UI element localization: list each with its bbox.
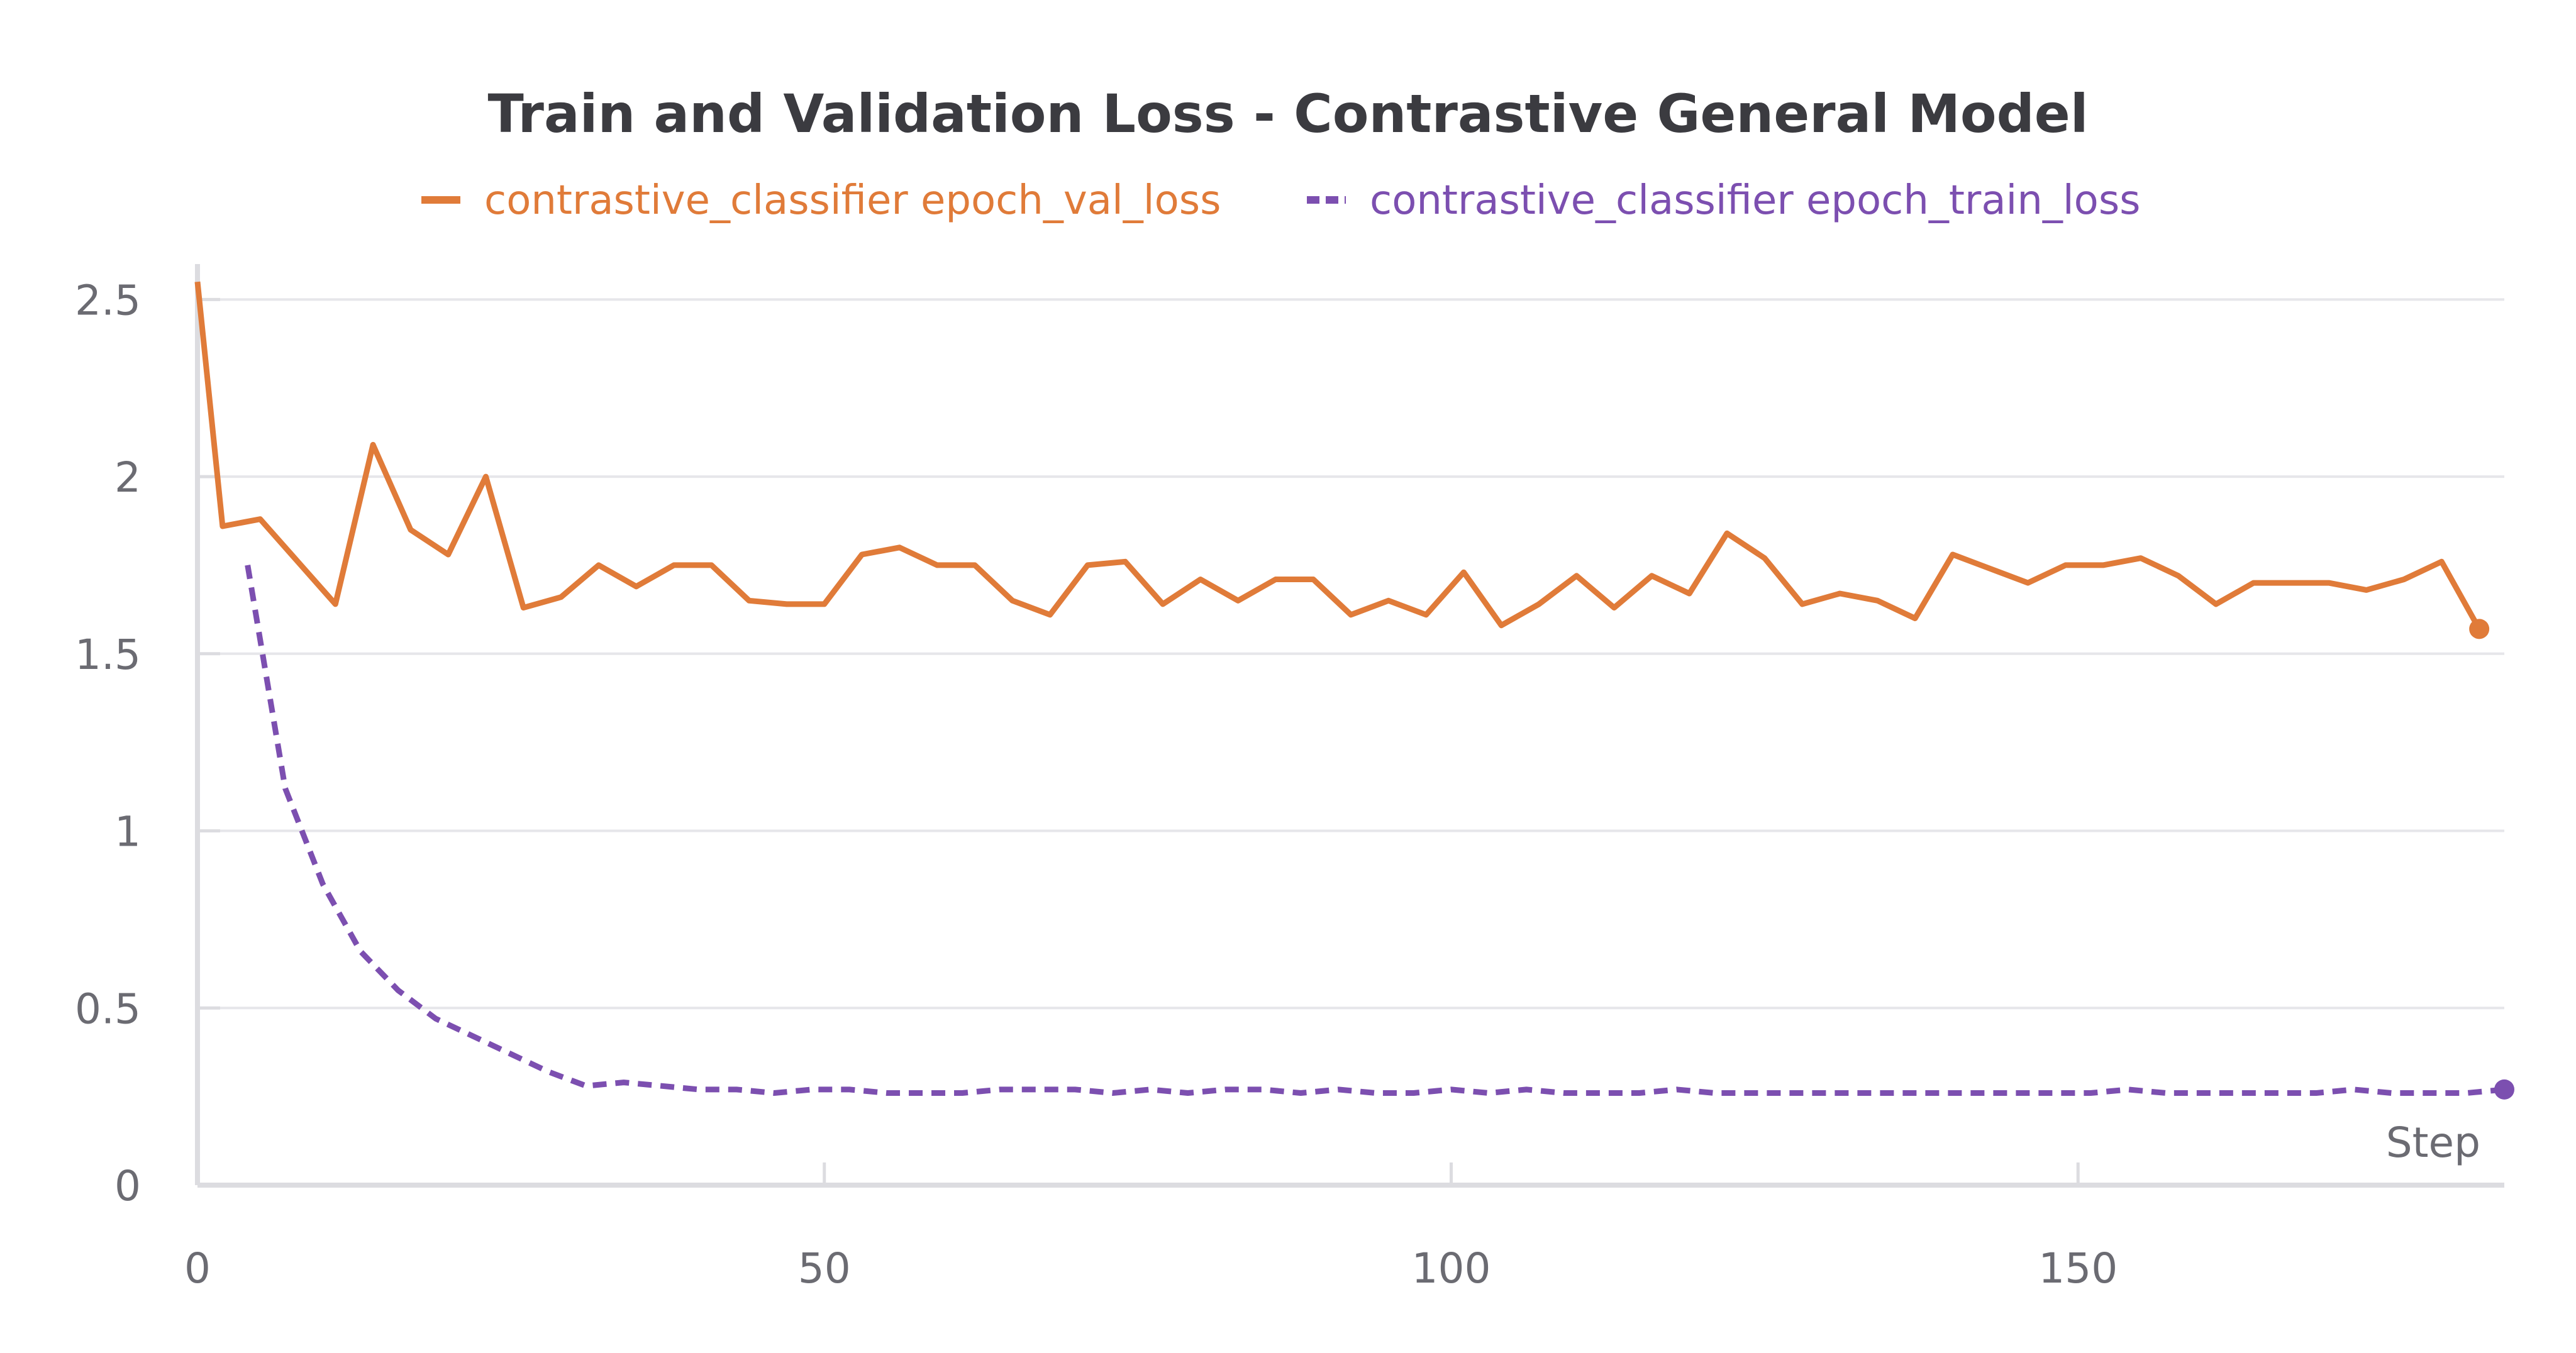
legend-label-1: contrastive_classifier epoch_val_loss	[484, 177, 1221, 224]
series-line-1	[194, 281, 2482, 631]
x-tick-label: 100	[1411, 1244, 1491, 1293]
legend-label-2: contrastive_classifier epoch_train_loss	[1370, 177, 2141, 224]
y-tick-label: 2	[114, 453, 141, 502]
series-layer	[194, 281, 2514, 1100]
series-end-marker-2	[2494, 1079, 2514, 1100]
y-tick-label: 1.5	[75, 631, 141, 679]
y-tick-label: 0.5	[75, 985, 141, 1033]
x-axis-title: Step	[2386, 1118, 2480, 1167]
x-tick-label: 0	[184, 1244, 211, 1293]
tick-labels: 0 0.5 1 1.5 2 2.5 0 50 100 150	[75, 276, 2118, 1293]
axes	[195, 264, 2504, 1188]
x-tick-label: 50	[798, 1244, 851, 1293]
legend: contrastive_classifier epoch_val_loss con…	[421, 177, 2141, 224]
y-tick-label: 0	[114, 1162, 141, 1210]
grid	[197, 298, 2504, 1010]
x-tick-label: 150	[2038, 1244, 2118, 1293]
y-tick-label: 1	[114, 808, 141, 856]
series-line-2	[245, 565, 2505, 1096]
series-end-marker-1	[2469, 619, 2490, 639]
y-tick-label: 2.5	[75, 276, 141, 324]
chart-title: Train and Validation Loss - Contrastive …	[487, 83, 2088, 145]
